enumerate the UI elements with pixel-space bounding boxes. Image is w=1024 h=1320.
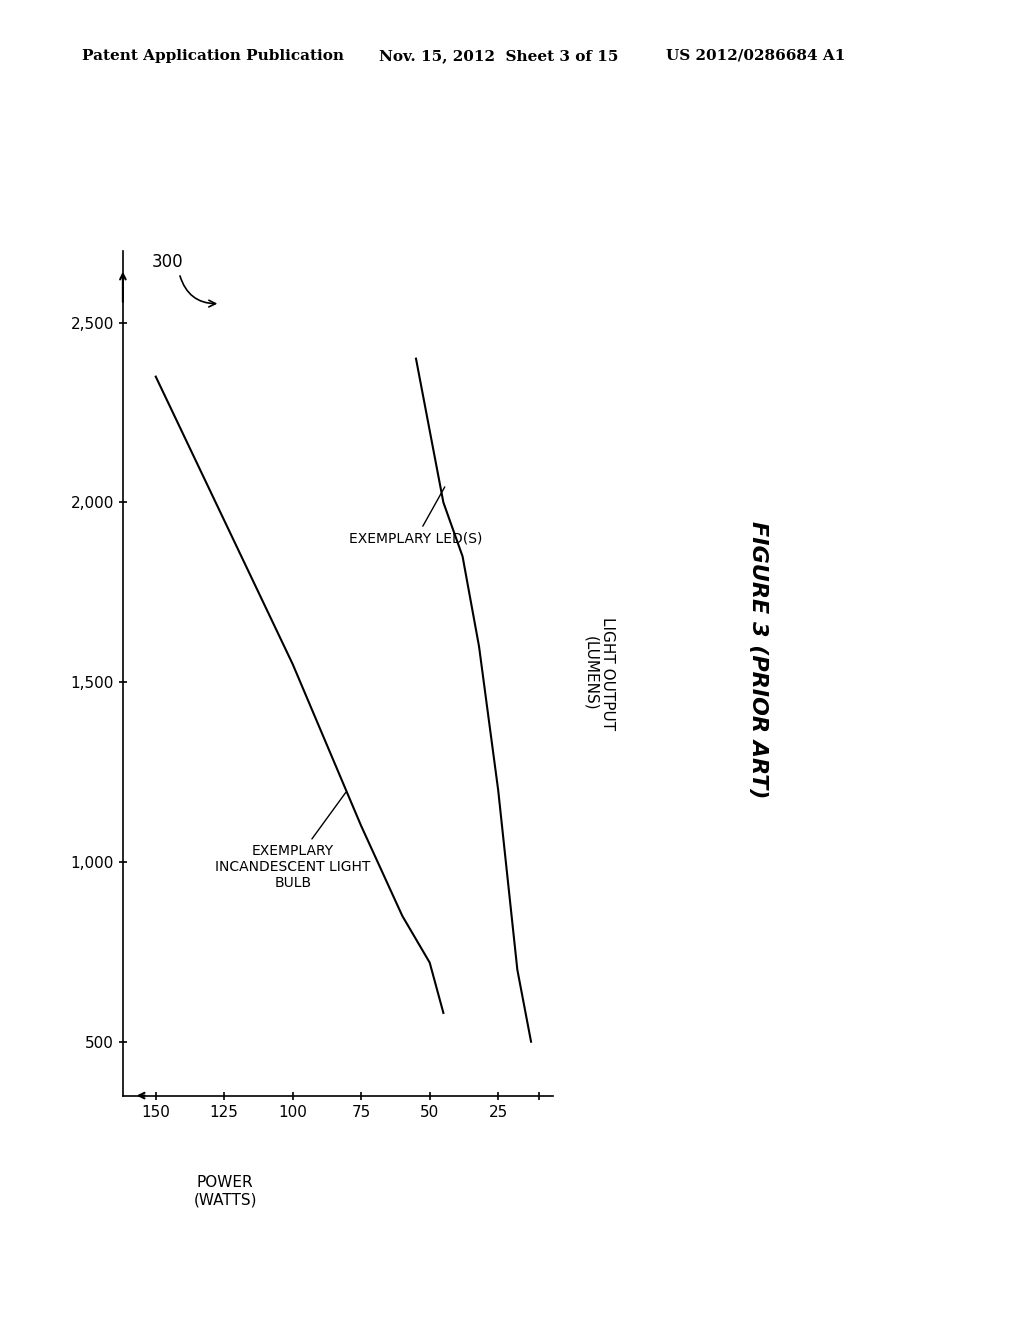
Text: Nov. 15, 2012  Sheet 3 of 15: Nov. 15, 2012 Sheet 3 of 15 [379,49,618,63]
Text: 300: 300 [152,252,183,271]
FancyArrowPatch shape [180,276,215,308]
Text: US 2012/0286684 A1: US 2012/0286684 A1 [666,49,845,63]
Text: EXEMPLARY
INCANDESCENT LIGHT
BULB: EXEMPLARY INCANDESCENT LIGHT BULB [215,792,371,891]
Text: LIGHT OUTPUT
(LUMENS): LIGHT OUTPUT (LUMENS) [583,616,615,730]
Text: EXEMPLARY LED(S): EXEMPLARY LED(S) [349,487,482,545]
Text: FIGURE 3 (PRIOR ART): FIGURE 3 (PRIOR ART) [748,521,768,799]
Text: POWER
(WATTS): POWER (WATTS) [194,1175,257,1208]
Text: Patent Application Publication: Patent Application Publication [82,49,344,63]
